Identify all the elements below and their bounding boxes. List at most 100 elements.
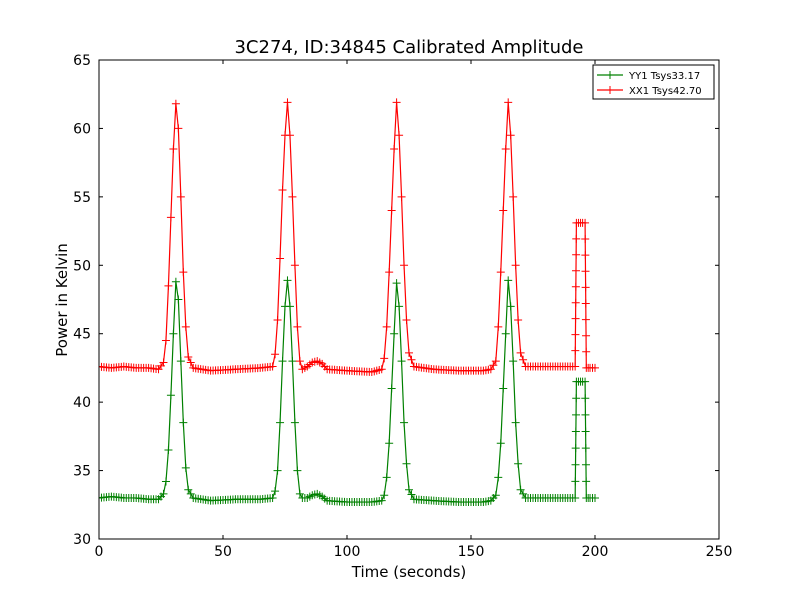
- data-point-marker: [571, 427, 580, 436]
- data-point-marker: [273, 316, 282, 325]
- data-point-marker: [293, 322, 302, 331]
- data-point-marker: [395, 131, 404, 140]
- series-xx1: [99, 98, 599, 377]
- data-point-marker: [501, 144, 510, 153]
- data-point-marker: [501, 329, 510, 338]
- data-point-marker: [285, 131, 294, 140]
- legend-label: YY1 Tsys33.17: [628, 71, 700, 82]
- data-point-marker: [171, 277, 180, 286]
- data-point-marker: [519, 355, 528, 364]
- data-point-marker: [164, 281, 173, 290]
- data-point-marker: [283, 276, 292, 285]
- data-point-marker: [572, 410, 581, 419]
- data-point-marker: [184, 485, 193, 494]
- data-point-marker: [377, 365, 386, 374]
- data-point-marker: [276, 418, 285, 427]
- data-point-marker: [591, 493, 599, 502]
- y-tick-label: 50: [73, 258, 91, 274]
- data-point-marker: [571, 477, 580, 486]
- data-point-marker: [581, 460, 590, 469]
- data-point-marker: [511, 418, 520, 427]
- data-point-marker: [392, 98, 401, 107]
- data-point-marker: [159, 358, 168, 367]
- data-point-marker: [582, 331, 591, 340]
- legend-swatch-marker: [606, 71, 614, 79]
- data-point-marker: [397, 192, 406, 201]
- data-point-marker: [582, 477, 591, 486]
- data-point-marker: [491, 357, 500, 366]
- data-point-marker: [400, 261, 409, 270]
- data-point-marker: [516, 348, 525, 357]
- data-point-marker: [504, 276, 513, 285]
- data-point-marker: [494, 322, 503, 331]
- data-point-marker: [571, 346, 580, 355]
- data-point-marker: [288, 192, 297, 201]
- legend-label: XX1 Tsys42.70: [629, 86, 702, 97]
- data-point-marker: [186, 358, 195, 367]
- data-point-marker: [581, 394, 590, 403]
- data-point-marker: [407, 355, 416, 364]
- data-point-marker: [271, 487, 280, 496]
- x-axis: 0 50 100 150 200 250: [95, 60, 733, 560]
- data-point-marker: [293, 466, 302, 475]
- legend: YY1 Tsys33.17 XX1 Tsys42.70: [592, 64, 715, 100]
- data-point-marker: [385, 268, 394, 277]
- data-point-marker: [166, 213, 175, 222]
- data-point-marker: [509, 357, 518, 366]
- data-point-marker: [171, 99, 180, 108]
- data-point-marker: [402, 459, 411, 468]
- data-point-marker: [514, 459, 523, 468]
- data-point-marker: [181, 463, 190, 472]
- data-point-marker: [581, 283, 590, 292]
- data-point-marker: [392, 279, 401, 288]
- data-point-marker: [387, 384, 396, 393]
- data-point-marker: [295, 489, 304, 498]
- data-point-marker: [571, 493, 580, 502]
- y-tick-label: 55: [73, 190, 91, 206]
- data-point-marker: [516, 485, 525, 494]
- data-point-marker: [166, 391, 175, 400]
- data-point-marker: [581, 410, 590, 419]
- x-tick-label: 0: [95, 544, 104, 560]
- data-point-marker: [278, 357, 287, 366]
- data-point-marker: [268, 362, 277, 371]
- data-point-marker: [179, 268, 188, 277]
- series-yy1: [99, 276, 599, 507]
- data-point-marker: [514, 316, 523, 325]
- data-point-marker: [499, 206, 508, 215]
- data-point-marker: [571, 282, 580, 291]
- data-point-marker: [581, 267, 590, 276]
- data-point-marker: [390, 144, 399, 153]
- data-point-marker: [380, 354, 389, 363]
- x-tick-label: 250: [706, 544, 733, 560]
- data-point-marker: [571, 298, 580, 307]
- data-point-marker: [268, 493, 277, 502]
- y-axis-label: Power in Kelvin: [53, 243, 71, 357]
- data-point-marker: [504, 98, 513, 107]
- y-tick-label: 30: [73, 532, 91, 548]
- data-point-marker: [581, 299, 590, 308]
- data-point-marker: [377, 496, 386, 505]
- data-point-marker: [176, 357, 185, 366]
- data-point-marker: [174, 295, 183, 304]
- data-point-marker: [161, 477, 170, 486]
- data-point-marker: [184, 352, 193, 361]
- data-point-marker: [271, 350, 280, 359]
- data-point-marker: [278, 186, 287, 195]
- data-point-marker: [273, 466, 282, 475]
- data-point-marker: [591, 363, 599, 372]
- data-point-marker: [499, 384, 508, 393]
- data-point-marker: [186, 489, 195, 498]
- data-point-marker: [489, 361, 498, 370]
- series-line: [99, 280, 595, 503]
- y-tick-label: 35: [73, 464, 91, 480]
- data-point-marker: [276, 254, 285, 263]
- data-point-marker: [511, 261, 520, 270]
- data-point-marker: [581, 251, 590, 260]
- data-point-marker: [405, 348, 413, 357]
- legend-box: [592, 64, 715, 100]
- data-point-marker: [509, 192, 518, 201]
- x-tick-label: 150: [458, 544, 485, 560]
- data-point-marker: [405, 485, 413, 494]
